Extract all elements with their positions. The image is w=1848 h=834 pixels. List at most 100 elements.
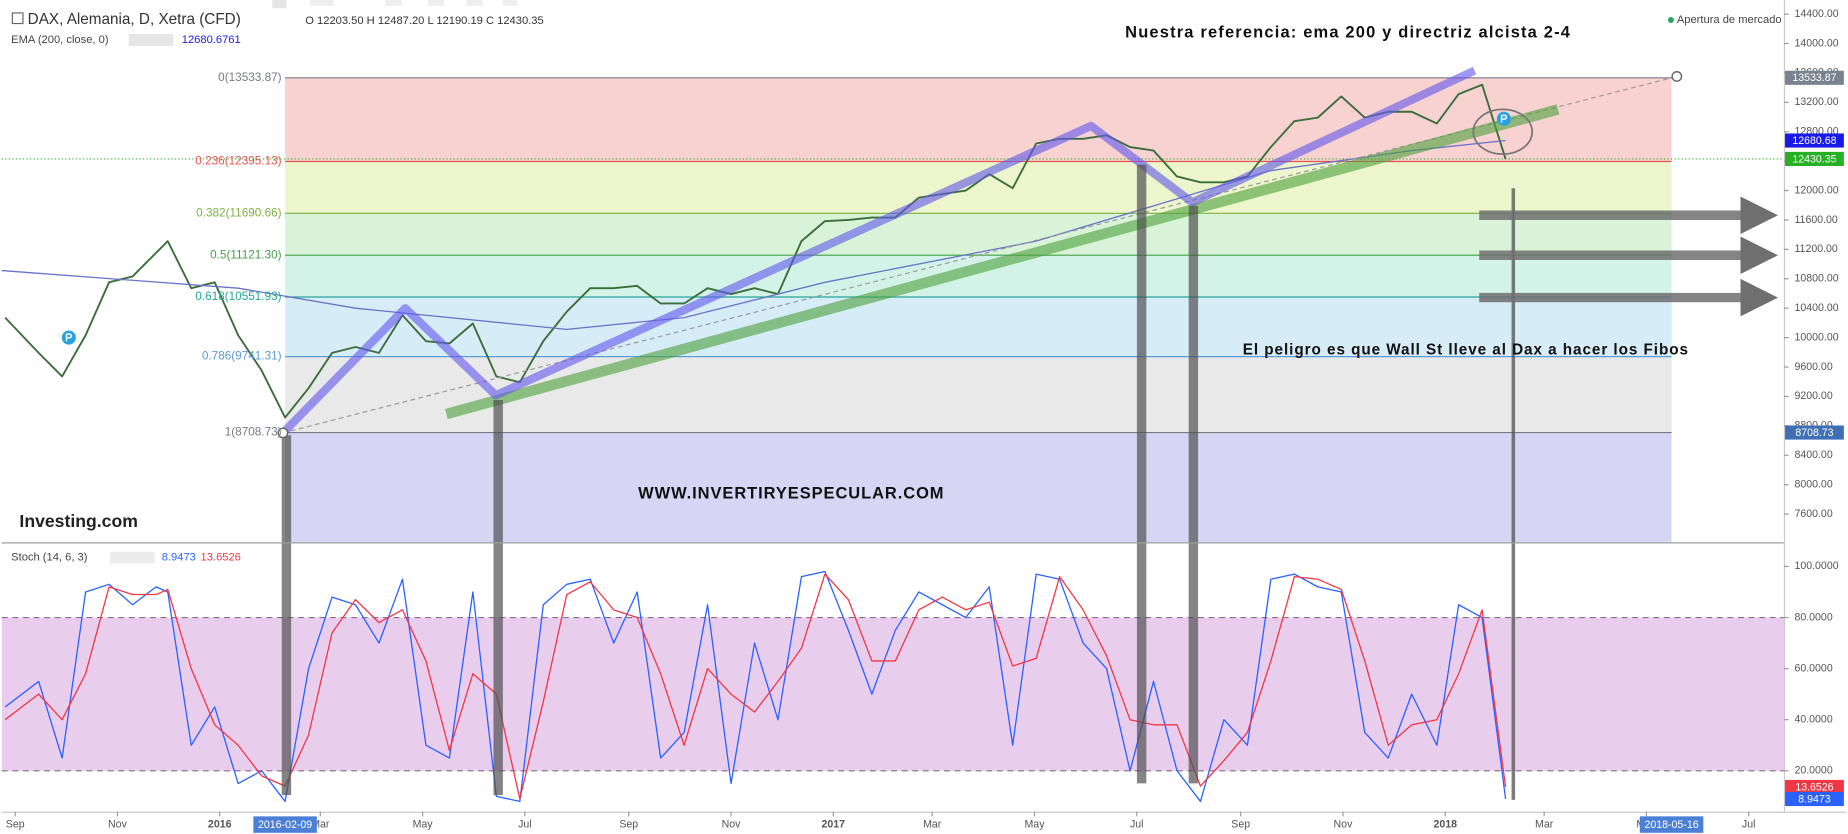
y-tick-label: 12000.00 [1794, 184, 1838, 196]
y-tick-label: 7600.00 [1794, 508, 1832, 520]
market-status: Apertura de mercado [1677, 14, 1782, 26]
wave-zigzag [281, 66, 1477, 435]
y-tick-label: 100.0000 [1794, 560, 1838, 572]
y-tick-label: 40.0000 [1794, 713, 1832, 725]
y-tick-label: 9200.00 [1794, 390, 1832, 402]
fib-band [285, 255, 1672, 298]
price-tag-bg [1785, 70, 1844, 85]
x-tick-label: May [413, 818, 434, 830]
indicator-line [4, 573, 1507, 800]
price-tag-bg [1785, 151, 1844, 166]
fib-label: 0.618(10551.93) [195, 290, 281, 303]
collapse-button[interactable] [11, 12, 24, 25]
price-tag-bg [1785, 425, 1844, 440]
x-tick-label: Sep [619, 818, 638, 830]
stoch-legend: Stoch (14, 6, 3) [11, 552, 88, 564]
x-tick-label: Mar [1535, 818, 1554, 830]
value-tag: 13.6526 [1795, 781, 1833, 793]
fib-label: 0.382(11690.66) [196, 206, 281, 219]
y-tick-label: 60.0000 [1794, 662, 1832, 674]
y-tick-label: 10000.00 [1794, 331, 1838, 343]
watermark-logo: Investing.com [19, 511, 138, 531]
ema-legend: EMA (200, close, 0) [11, 34, 109, 46]
x-tick-label: Jul [518, 818, 532, 830]
fib-label: 0.5(11121.30) [210, 248, 282, 261]
x-tick-label: Mar [923, 818, 942, 830]
handle [277, 427, 289, 439]
date-tag-bg [1639, 816, 1704, 833]
fib-label: 0.236(12395.13) [195, 155, 281, 168]
axes-layer: 0(13533.87) 0.236(12395.13) 0.382(11690.66… [6, 8, 1844, 833]
x-tick-label: Jul [1742, 818, 1756, 830]
toolbar-button[interactable] [309, 0, 334, 6]
x-tick-label: Nov [722, 818, 742, 830]
date-tag: 2016-02-09 [258, 819, 312, 831]
fib-band [285, 213, 1672, 256]
ohlc-legend: O 12203.50 H 12487.20 L 12190.19 C 12430… [305, 15, 543, 27]
y-tick-label: 14400.00 [1794, 8, 1838, 20]
handle [1671, 71, 1683, 82]
x-tick-label: Sep [6, 818, 25, 830]
symbol-title: DAX, Alemania, D, Xetra (CFD) [28, 11, 241, 28]
highlight-ellipse [1472, 108, 1534, 155]
fib-band [285, 77, 1672, 162]
fib-label: 0(13533.87) [218, 71, 281, 84]
value-tag: 8.9473 [1798, 793, 1830, 805]
ema-value: 12680.6761 [182, 34, 241, 46]
toolbar-button[interactable] [427, 0, 445, 6]
toolbar-button[interactable] [466, 0, 483, 6]
indicator-buttons[interactable] [109, 551, 155, 564]
y-tick-label: 9600.00 [1794, 361, 1832, 373]
price-tag-bg [1785, 133, 1844, 148]
market-status-dot [1668, 17, 1674, 23]
x-tick-label: 2017 [822, 818, 846, 830]
event-marker-glyph [1500, 114, 1508, 123]
x-tick-label: May [1024, 818, 1045, 830]
y-tick-label: 20.0000 [1794, 765, 1832, 777]
value-tag-bg [1785, 779, 1844, 795]
stoch-k-value: 8.9473 [162, 552, 196, 564]
price-tag: 8708.73 [1795, 427, 1833, 439]
y-tick-label: 10800.00 [1794, 273, 1838, 285]
price-tag: 13533.87 [1792, 72, 1836, 84]
event-marker-glyph [65, 333, 72, 342]
x-tick-label: 2016 [208, 818, 232, 830]
indicator-line [1, 139, 1506, 331]
x-tick-label: Nov [108, 818, 128, 830]
toolbar-button[interactable] [385, 0, 402, 6]
fib-trend-line [282, 75, 1677, 434]
date-tag-bg [253, 816, 317, 833]
fib-label: 1(8708.73) [225, 426, 282, 439]
price-line [4, 83, 1507, 419]
y-tick-label: 14000.00 [1794, 37, 1838, 49]
y-tick-label: 8000.00 [1794, 478, 1832, 490]
indicator-buttons[interactable] [128, 34, 174, 46]
x-tick-label: Jul [1130, 818, 1144, 830]
stoch-band [1, 617, 1784, 771]
indicator-line [4, 570, 1507, 803]
fib-band [285, 432, 1672, 543]
stoch-d-value: 13.6526 [201, 552, 241, 564]
x-tick-label: Mar [311, 818, 330, 830]
data-layer [1, 83, 1507, 803]
y-tick-label: 13200.00 [1794, 96, 1838, 108]
price-tag: 12430.35 [1792, 153, 1836, 165]
fib-band [285, 161, 1672, 214]
drawings [1, 0, 1847, 813]
date-tag: 2018-05-16 [1644, 819, 1698, 831]
y-tick-label: 8400.00 [1794, 449, 1832, 461]
toolbar-button[interactable] [502, 0, 517, 6]
x-tick-label: 2018 [1433, 818, 1457, 830]
fib-band [285, 297, 1672, 357]
watermark-url: WWW.INVERTIRYESPECULAR.COM [638, 484, 944, 502]
price-tag: 12680.68 [1792, 135, 1836, 147]
fib-label: 0.786(9741.31) [202, 350, 282, 363]
y-tick-label: 10400.00 [1794, 302, 1838, 314]
y-tick-label: 80.0000 [1794, 611, 1832, 623]
value-tag-bg [1785, 791, 1844, 807]
toolbar-button[interactable] [272, 0, 287, 9]
trend-line [445, 104, 1560, 420]
annotation: Nuestra referencia: ema 200 y directriz … [1125, 23, 1571, 41]
